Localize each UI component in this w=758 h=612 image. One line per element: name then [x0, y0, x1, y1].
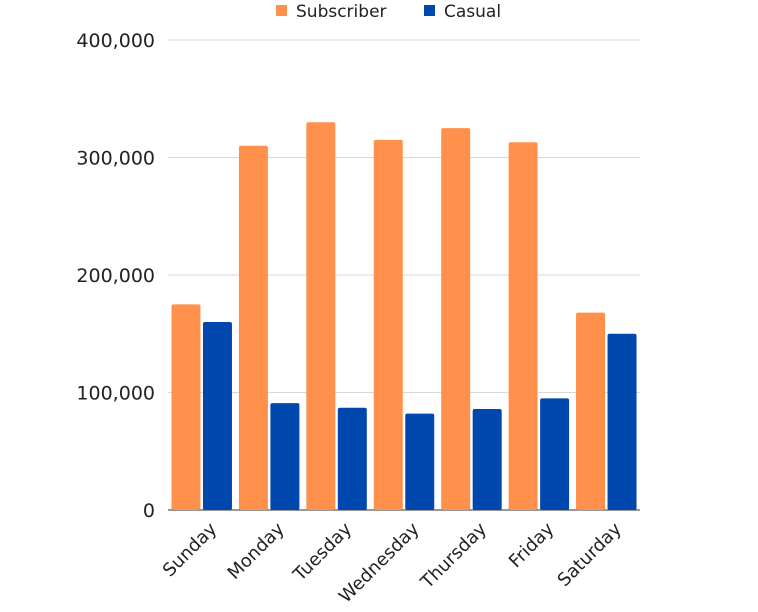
bar-casual-saturday	[607, 333, 637, 510]
x-category-label: Sunday	[159, 518, 222, 581]
y-tick-label: 300,000	[76, 148, 155, 170]
bar-casual-friday	[540, 398, 570, 510]
y-tick-label: 400,000	[76, 30, 155, 52]
legend-swatch-subscriber	[276, 5, 287, 16]
bar-subscriber-wednesday	[373, 139, 403, 510]
x-category-label: Friday	[505, 518, 559, 572]
chart-legend: Subscriber Casual	[276, 2, 501, 22]
bar-casual-tuesday	[337, 407, 367, 510]
x-category-label: Monday	[224, 518, 289, 583]
bar-subscriber-sunday	[171, 304, 201, 510]
bar-casual-sunday	[202, 322, 232, 510]
bar-subscriber-tuesday	[306, 122, 336, 510]
bar-series	[171, 122, 637, 510]
x-category-label: Thursday	[416, 518, 491, 593]
bar-casual-monday	[270, 403, 300, 510]
legend-label-casual: Casual	[444, 2, 501, 22]
legend-label-subscriber: Subscriber	[296, 2, 387, 22]
y-tick-label: 0	[143, 500, 155, 522]
bar-subscriber-saturday	[576, 312, 606, 510]
bar-subscriber-thursday	[441, 128, 471, 510]
x-category-label: Saturday	[554, 518, 626, 590]
bar-subscriber-monday	[238, 145, 268, 510]
y-axis-tick-labels: 0 100,000 200,000 300,000 400,000	[76, 30, 155, 522]
y-gridlines	[168, 39, 640, 511]
y-tick-label: 200,000	[76, 265, 155, 287]
x-category-label: Tuesday	[289, 518, 357, 586]
bar-casual-thursday	[472, 408, 502, 510]
y-tick-label: 100,000	[76, 383, 155, 405]
bar-casual-wednesday	[405, 413, 435, 510]
bar-subscriber-friday	[508, 142, 538, 510]
legend-swatch-casual	[424, 5, 435, 16]
